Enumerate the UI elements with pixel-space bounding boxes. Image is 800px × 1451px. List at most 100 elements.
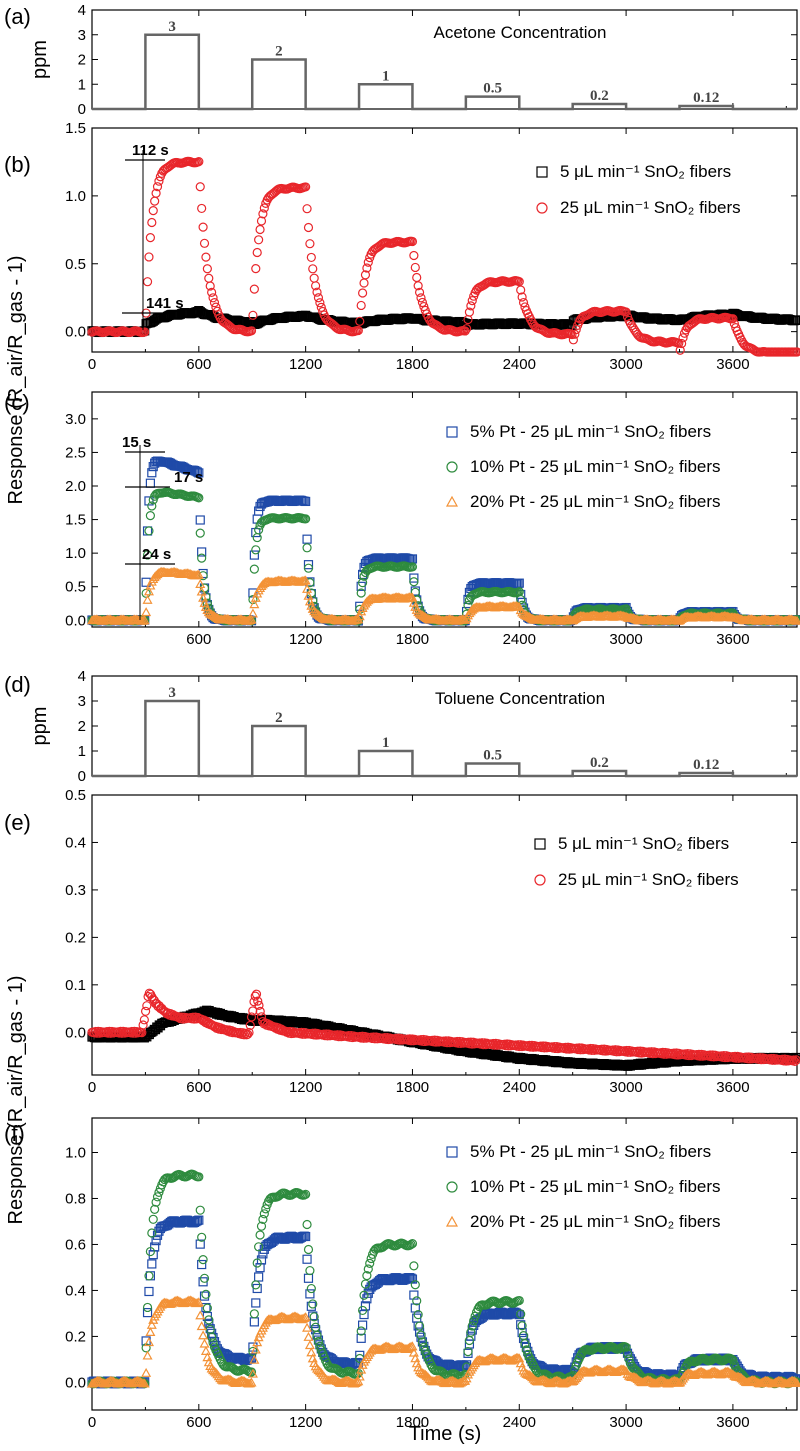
data-point [144, 496, 154, 506]
data-point [243, 1029, 253, 1039]
data-point [147, 501, 157, 511]
data-point [154, 176, 164, 186]
data-point [252, 1258, 262, 1268]
data-point [517, 292, 527, 302]
data-point [146, 1319, 157, 1329]
data-point [254, 1242, 264, 1252]
pulse-value-label: 0.2 [590, 755, 609, 771]
data-point [521, 1345, 531, 1355]
x-tick-label: 1800 [396, 1079, 429, 1096]
annotation-label: 112 s [132, 142, 169, 159]
panel-letter: (b) [4, 152, 31, 177]
data-point [194, 1215, 204, 1225]
data-point [346, 1367, 356, 1377]
data-point [407, 1239, 418, 1249]
concentration-pulse-line [92, 699, 797, 778]
plot-frame [91, 1117, 798, 1411]
data-point [728, 1355, 738, 1365]
y-tick-label: 2.5 [65, 444, 86, 461]
y-tick-label: 0.0 [65, 1374, 86, 1391]
data-point [410, 1280, 420, 1290]
data-point [303, 560, 314, 570]
data-point [303, 222, 314, 233]
y-tick-label: 0.5 [65, 256, 86, 273]
y-tick-label: 4 [78, 668, 86, 685]
y-tick-label: 0.4 [65, 1282, 86, 1299]
x-tick-label: 2400 [503, 1414, 536, 1431]
data-point [253, 996, 263, 1006]
x-tick-label: 3000 [609, 1414, 642, 1431]
data-point [467, 1321, 477, 1331]
data-point [414, 1321, 425, 1331]
legend-entry: 10% Pt - 25 μL min⁻¹ SnO₂ fibers [470, 457, 721, 476]
data-point [195, 1205, 205, 1215]
data-point [409, 1261, 419, 1271]
data-point [198, 571, 208, 581]
data-point [305, 1289, 315, 1299]
data-point [365, 1258, 375, 1268]
data-point [142, 550, 153, 560]
annotation-label: 15 s [122, 434, 151, 451]
legend-entry: 5% Pt - 25 μL min⁻¹ SnO₂ fibers [470, 422, 711, 441]
y-tick-label: 1.5 [65, 120, 86, 137]
data-point [254, 1272, 264, 1282]
y-tick-label: 4 [78, 2, 86, 19]
data-point [136, 1377, 147, 1387]
x-tick-label: 600 [186, 631, 211, 648]
data-point [148, 206, 158, 216]
data-point [313, 1336, 324, 1347]
data-point [306, 252, 316, 263]
data-point [363, 1264, 373, 1274]
data-point [514, 276, 524, 287]
data-point [261, 1204, 271, 1214]
legend-entry: 25 μL min⁻¹ SnO₂ fibers [560, 198, 741, 217]
data-point [625, 318, 635, 328]
data-point [446, 426, 458, 438]
data-point [202, 264, 212, 274]
y-axis-label: ppm [29, 707, 51, 746]
x-tick-label: 1800 [396, 631, 429, 648]
data-point [198, 222, 208, 232]
data-point [140, 327, 150, 337]
y-tick-label: 0.2 [65, 929, 86, 946]
data-point [249, 1309, 259, 1319]
data-point [466, 1327, 476, 1337]
data-point [308, 1299, 318, 1309]
data-point [358, 288, 368, 298]
y-tick-label: 0 [78, 768, 86, 785]
data-point [792, 315, 800, 325]
data-point [246, 614, 257, 624]
data-point [308, 264, 318, 274]
y-tick-label: 2 [78, 718, 86, 735]
data-point [412, 1296, 422, 1306]
data-point [466, 301, 476, 311]
data-point [358, 578, 368, 588]
data-point [303, 1244, 314, 1255]
x-tick-label: 600 [186, 1414, 211, 1431]
data-point [195, 1239, 205, 1249]
data-point [256, 216, 267, 226]
data-point [511, 1308, 522, 1318]
data-point [460, 326, 470, 336]
data-point [302, 534, 312, 544]
data-point [142, 1350, 153, 1360]
data-point [239, 1030, 249, 1040]
data-point [728, 314, 738, 324]
data-point [312, 287, 322, 297]
data-point [141, 607, 152, 617]
data-point [151, 1236, 161, 1246]
data-point [144, 1271, 154, 1281]
pulse-value-label: 2 [275, 710, 283, 726]
legend-entry: 5 μL min⁻¹ SnO₂ fibers [560, 162, 731, 181]
data-point [128, 1377, 139, 1387]
data-point [407, 236, 418, 247]
data-point [143, 586, 154, 596]
pulse-value-label: 2 [275, 44, 283, 60]
data-point [139, 615, 150, 625]
pulse-value-label: 3 [168, 19, 176, 35]
data-point [409, 1290, 419, 1300]
data-point [517, 1321, 527, 1331]
y-tick-label: 3.0 [65, 411, 86, 428]
data-point [354, 611, 365, 621]
data-point [792, 347, 800, 357]
